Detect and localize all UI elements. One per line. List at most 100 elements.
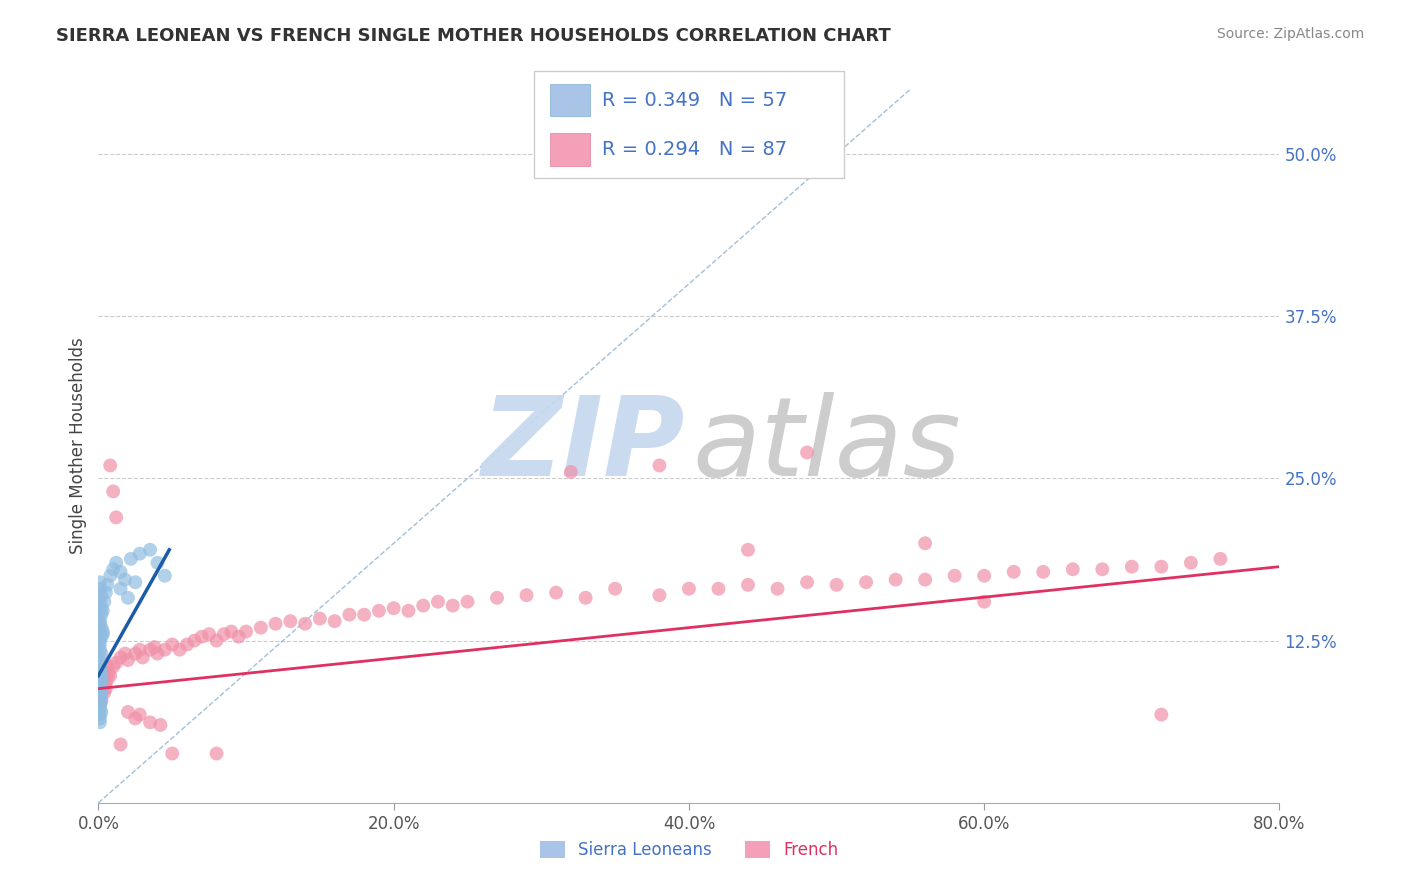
Point	[516, 588, 538, 602]
Point	[212, 627, 235, 641]
Point	[93, 595, 115, 609]
Point	[93, 685, 115, 699]
Point	[89, 638, 111, 652]
Point	[648, 588, 671, 602]
Point	[117, 705, 139, 719]
Point	[90, 705, 112, 719]
Point	[766, 582, 789, 596]
Point	[89, 582, 111, 596]
Point	[90, 673, 112, 688]
Point	[737, 578, 759, 592]
Point	[89, 633, 111, 648]
Point	[648, 458, 671, 473]
Point	[89, 698, 111, 713]
Point	[98, 458, 121, 473]
Point	[153, 642, 176, 657]
Point	[228, 630, 250, 644]
Point	[103, 659, 125, 673]
Point	[89, 656, 111, 670]
Point	[124, 711, 146, 725]
Point	[124, 575, 146, 590]
Point	[91, 627, 114, 641]
Point	[146, 647, 169, 661]
Point	[90, 685, 112, 699]
Point	[707, 582, 730, 596]
Point	[89, 707, 111, 722]
Point	[98, 668, 121, 682]
Point	[139, 542, 162, 557]
Point	[855, 575, 877, 590]
Point	[89, 702, 111, 716]
Point	[89, 711, 111, 725]
Point	[914, 573, 936, 587]
Point	[825, 578, 848, 592]
Point	[89, 681, 111, 696]
Point	[973, 568, 995, 582]
Point	[1180, 556, 1202, 570]
Point	[486, 591, 509, 605]
Point	[884, 573, 907, 587]
Point	[89, 715, 111, 730]
Point	[353, 607, 375, 622]
Point	[90, 647, 112, 661]
Point	[1150, 559, 1173, 574]
Point	[90, 621, 112, 635]
Point	[98, 568, 121, 582]
Point	[575, 591, 598, 605]
Point	[441, 599, 464, 613]
Point	[91, 624, 114, 639]
Point	[1091, 562, 1114, 576]
Point	[89, 595, 111, 609]
Point	[89, 676, 111, 690]
Point	[89, 642, 111, 657]
Point	[183, 633, 205, 648]
Point	[89, 690, 111, 704]
Point	[90, 695, 112, 709]
Point	[169, 642, 191, 657]
Point	[90, 588, 112, 602]
Point	[1209, 552, 1232, 566]
Point	[560, 465, 582, 479]
Point	[94, 585, 117, 599]
Point	[973, 595, 995, 609]
Point	[132, 650, 155, 665]
Point	[90, 692, 112, 706]
Point	[1150, 707, 1173, 722]
Point	[914, 536, 936, 550]
Point	[198, 627, 221, 641]
Point	[114, 573, 136, 587]
Point	[1062, 562, 1084, 576]
FancyBboxPatch shape	[550, 134, 591, 166]
Point	[96, 673, 118, 687]
Point	[89, 673, 111, 687]
Point	[90, 666, 112, 681]
Point	[89, 695, 111, 709]
Point	[139, 642, 162, 657]
Text: ZIP: ZIP	[482, 392, 685, 500]
Point	[94, 681, 117, 696]
Point	[89, 671, 111, 685]
FancyBboxPatch shape	[534, 71, 844, 178]
Point	[89, 575, 111, 590]
Point	[1002, 565, 1025, 579]
Point	[90, 684, 112, 698]
Text: atlas: atlas	[693, 392, 962, 500]
Point	[235, 624, 257, 639]
Point	[323, 614, 346, 628]
Point	[89, 690, 111, 704]
Point	[605, 582, 627, 596]
Point	[221, 624, 243, 639]
Point	[162, 638, 183, 652]
Point	[103, 484, 125, 499]
Point	[153, 568, 176, 582]
Point	[796, 575, 818, 590]
Point	[89, 668, 111, 682]
Point	[124, 647, 146, 661]
Point	[90, 676, 112, 690]
Point	[90, 607, 112, 622]
Point	[89, 698, 111, 713]
Point	[457, 595, 479, 609]
Point	[294, 616, 316, 631]
Point	[546, 585, 568, 599]
Point	[943, 568, 966, 582]
